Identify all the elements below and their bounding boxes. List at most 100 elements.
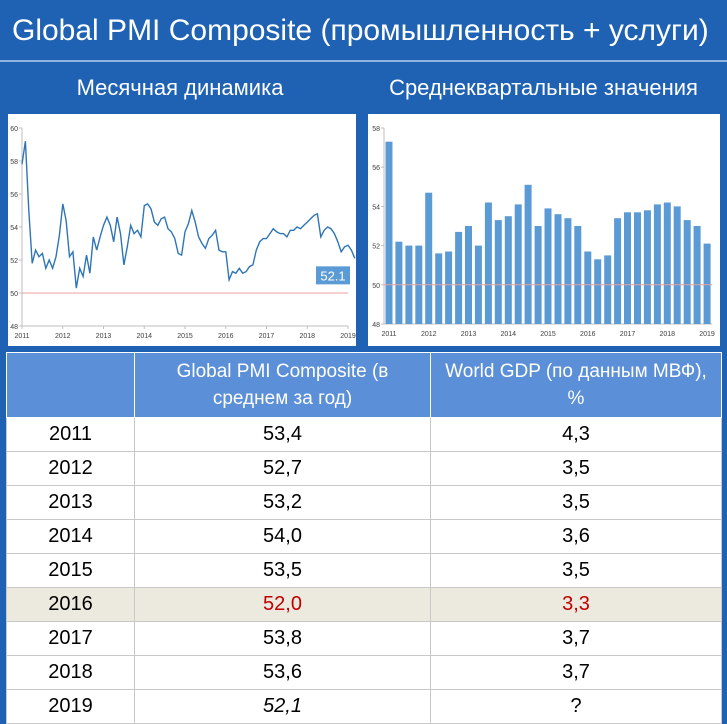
pmi-cell: 52,7 [134,451,431,486]
last-value-badge [316,266,350,285]
quarter-bar [554,214,562,324]
x-tick-label: 2015 [177,333,193,340]
gdp-cell: 3,7 [430,621,722,656]
year-cell: 2019 [6,689,135,724]
y-tick-label: 52 [10,258,18,265]
y-tick-label: 58 [10,159,18,166]
year-cell: 2015 [6,553,135,588]
quarter-bar [544,208,552,324]
monthly-subtitle: Месячная динамика [76,75,284,100]
year-cell: 2017 [6,621,135,656]
quarter-bar [663,202,671,324]
x-tick-label: 2011 [14,333,29,340]
quarter-bar [455,231,463,324]
quarter-bar [504,216,512,324]
y-tick-label: 56 [372,165,380,172]
quarter-bar [594,259,602,324]
year-cell: 2013 [6,485,135,520]
quarter-bar [643,210,651,324]
quarter-bar [683,220,691,324]
quarter-bar [445,251,453,324]
pmi-cell: 52,1 [134,689,431,724]
x-tick-label: 2019 [699,331,715,338]
y-tick-label: 50 [10,291,18,298]
y-tick-label: 48 [10,324,18,331]
quarter-bar [574,226,582,324]
quarter-bar [395,241,403,324]
x-tick-label: 2016 [218,333,234,340]
y-tick-label: 48 [372,322,380,329]
quarter-bar [604,255,612,324]
x-tick-label: 2014 [136,333,152,340]
table-body: 2011 53,4 4,3 2012 52,7 3,5 2013 53,2 3,5 2014 54,… [6,417,722,724]
table-row: 2013 53,2 3,5 [6,485,722,520]
y-tick-label: 54 [10,225,18,232]
gdp-cell: 3,3 [430,587,722,622]
pmi-gdp-table: Global PMI Composite (в среднем за год) … [6,352,722,724]
gdp-cell: 3,5 [430,451,722,486]
table-row: 2018 53,6 3,7 [6,655,722,690]
table-row: 2012 52,7 3,5 [6,451,722,486]
table-header-pmi: Global PMI Composite (в среднем за год) [134,352,431,418]
gdp-cell: ? [430,689,722,724]
table-row: 2019 52,1? [6,689,722,724]
x-tick-label: 2011 [381,331,396,338]
quarter-bar [584,251,592,324]
quarterly-subtitle: Среднеквартальные значения [389,75,698,100]
year-cell: 2016 [6,587,135,622]
x-tick-label: 2018 [299,333,315,340]
quarter-bar [673,206,681,324]
quarter-bar [534,226,542,324]
x-tick-label: 2017 [620,331,636,338]
monthly-line-chart: 48 50 52 54 56 58 60 2011 2012 2013 2014 2015 2016 20… [10,126,356,340]
pmi-cell: 53,4 [134,417,431,452]
quarter-bar [524,184,532,324]
quarter-bar [634,212,641,324]
y-tick-label: 50 [372,283,380,290]
y-tick-label: 56 [10,192,18,199]
quarter-bar [653,204,661,324]
quarter-bar [494,220,502,324]
x-tick-label: 2013 [96,333,112,340]
x-tick-label: 2013 [461,331,477,338]
table-row: 2015 53,5 3,5 [6,553,722,588]
pmi-monthly-line [21,141,356,289]
table-row: 2017 53,8 3,7 [6,621,722,656]
y-tick-label: 54 [372,204,380,211]
pmi-cell: 54,0 [134,519,431,554]
table-header-row: Global PMI Composite (в среднем за год) … [6,352,722,418]
table-row: 2011 53,4 4,3 [6,417,722,452]
table-row: 2016 52,0 3,3 [6,587,722,622]
x-tick-label: 2018 [659,331,675,338]
gdp-cell: 3,5 [430,553,722,588]
quarter-bar [514,204,522,324]
last-value-label: 52.1 [320,268,345,283]
quarter-bar [703,243,711,324]
pmi-cell: 53,2 [134,485,431,520]
quarter-bar [564,218,572,324]
gdp-cell: 4,3 [430,417,722,452]
page-title: Global PMI Composite (промышленность + у… [0,0,727,62]
quarter-bar [385,141,393,324]
x-tick-label: 2012 [55,333,71,340]
pmi-cell: 53,8 [134,621,431,656]
x-tick-label: 2015 [540,331,556,338]
quarterly-bar-chart-panel: 48 50 52 54 56 58 2011 2012 2013 2014 2015 2016 2017… [368,114,720,346]
x-tick-label: 2014 [500,331,516,338]
year-cell: 2011 [6,417,135,452]
quarter-bar [484,202,492,324]
quarterly-bar-chart: 48 50 52 54 56 58 2011 2012 2013 2014 2015 2016 2017… [372,126,715,338]
quarter-bar [435,253,443,324]
gdp-cell: 3,5 [430,485,722,520]
gdp-cell: 3,7 [430,655,722,690]
x-tick-label: 2016 [580,331,596,338]
table-header-year [6,352,135,418]
x-tick-label: 2012 [421,331,437,338]
quarter-bar [465,226,472,324]
y-tick-label: 52 [372,244,380,251]
quarter-bar [425,192,433,324]
table-header-gdp: World GDP (по данным МВФ), % [430,352,722,418]
gdp-cell: 3,6 [430,519,722,554]
quarter-bar [624,212,631,324]
